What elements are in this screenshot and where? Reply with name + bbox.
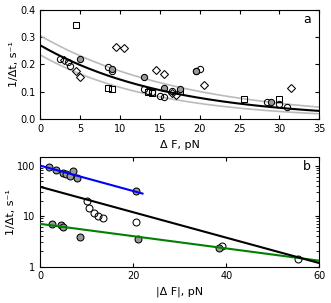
Text: a: a [303,13,311,26]
Y-axis label: 1/Δt, s⁻¹: 1/Δt, s⁻¹ [6,189,16,235]
Y-axis label: 1/Δt, s⁻¹: 1/Δt, s⁻¹ [9,42,19,87]
X-axis label: Δ F, pN: Δ F, pN [160,140,200,150]
X-axis label: |Δ F|, pN: |Δ F|, pN [156,287,203,298]
Text: b: b [303,160,311,173]
